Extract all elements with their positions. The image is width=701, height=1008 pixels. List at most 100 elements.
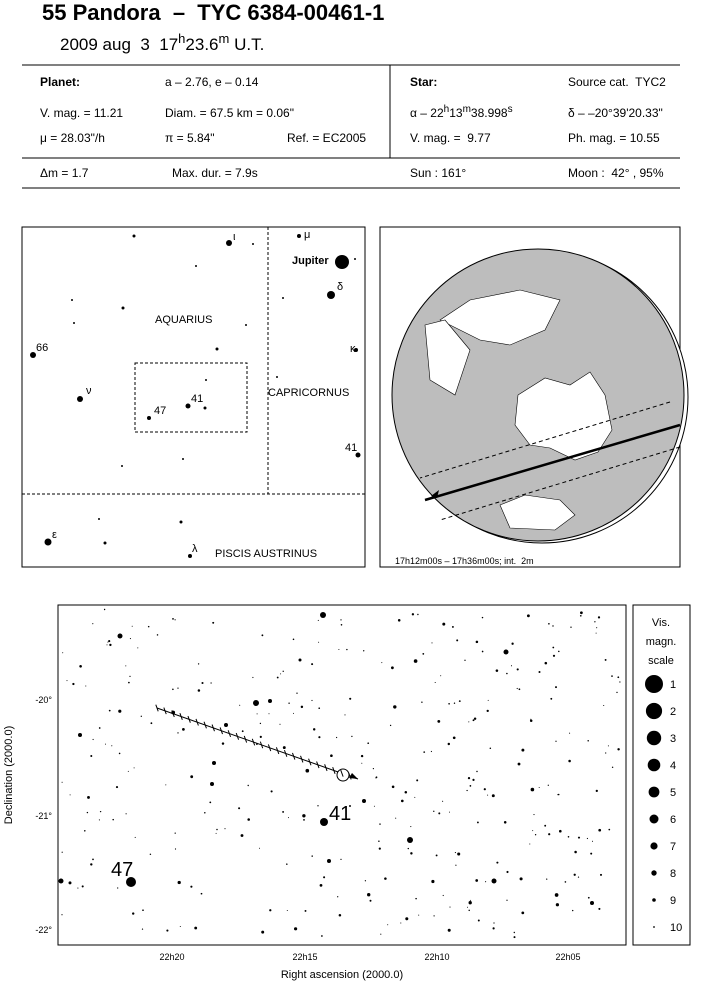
star xyxy=(466,906,469,908)
star xyxy=(468,909,470,912)
finder-chart: AQUARIUS CAPRICORNUS PISCIS AUSTRINUS Ju… xyxy=(21,226,366,568)
star xyxy=(221,742,225,745)
star xyxy=(72,682,75,686)
star xyxy=(79,665,82,668)
star xyxy=(587,896,590,899)
star xyxy=(557,794,559,796)
star xyxy=(177,687,179,689)
star xyxy=(384,877,387,880)
legend-label: 1 xyxy=(670,679,676,691)
star xyxy=(270,790,273,793)
star xyxy=(393,705,397,709)
star xyxy=(103,608,106,611)
legend: Vis. magn. scale 1 2 3 4 5 6 7 8 9 10 xyxy=(632,604,691,946)
star xyxy=(327,859,331,863)
track-tick xyxy=(300,755,304,763)
star xyxy=(92,858,94,861)
star xyxy=(212,761,216,765)
star xyxy=(317,619,319,621)
star-label: 41 xyxy=(345,442,357,454)
star xyxy=(62,652,64,654)
legend-label: 2 xyxy=(670,706,676,718)
star xyxy=(457,852,461,856)
star xyxy=(346,648,348,651)
constellation: PISCIS AUSTRINUS xyxy=(215,548,317,560)
globe-panel: 17h12m00s – 17h36m00s; int. 2m xyxy=(379,226,689,568)
star xyxy=(311,855,313,857)
star xyxy=(573,873,576,876)
star-label: ι xyxy=(233,231,236,243)
star xyxy=(548,622,550,625)
star xyxy=(599,873,603,876)
star xyxy=(604,658,607,661)
star xyxy=(469,899,471,901)
source: Source cat. TYC2 xyxy=(568,75,666,89)
star xyxy=(239,704,241,706)
star xyxy=(147,416,151,420)
star xyxy=(150,722,153,725)
star xyxy=(362,799,366,803)
star xyxy=(407,837,413,843)
star xyxy=(387,924,389,926)
star xyxy=(256,713,258,715)
star xyxy=(529,843,531,845)
star xyxy=(106,644,108,646)
star xyxy=(442,622,446,626)
legend-dot xyxy=(645,675,663,693)
star-label: μ xyxy=(304,229,310,241)
star xyxy=(506,870,509,874)
star xyxy=(240,834,244,837)
star xyxy=(513,931,515,934)
star xyxy=(491,878,497,884)
star xyxy=(126,877,136,887)
star xyxy=(344,714,346,716)
star xyxy=(554,893,559,897)
star xyxy=(298,658,302,662)
star xyxy=(518,688,521,691)
star xyxy=(572,909,574,912)
star xyxy=(475,640,479,644)
star xyxy=(513,936,516,939)
star xyxy=(476,821,479,824)
star xyxy=(397,619,401,622)
star xyxy=(174,832,176,834)
star xyxy=(340,619,342,621)
star xyxy=(179,925,181,928)
star xyxy=(132,912,135,915)
star xyxy=(464,659,466,661)
star xyxy=(327,291,335,299)
star xyxy=(296,692,298,694)
star xyxy=(338,648,340,651)
star xyxy=(400,799,404,803)
star xyxy=(111,745,113,747)
star xyxy=(224,828,226,830)
star-label: δ xyxy=(337,281,343,293)
star xyxy=(506,899,508,901)
star xyxy=(90,863,93,866)
legend-dot xyxy=(646,730,662,746)
legend-dot xyxy=(647,758,661,772)
title: 55 Pandora – TYC 6384-00461-1 xyxy=(42,0,384,25)
star xyxy=(109,643,112,647)
legend-label: 7 xyxy=(670,841,676,853)
track-tick xyxy=(292,752,296,760)
legend-dot xyxy=(653,926,655,928)
star xyxy=(354,348,358,352)
star-label: 47 xyxy=(154,405,166,417)
star xyxy=(597,616,601,619)
star xyxy=(435,854,438,857)
star xyxy=(185,403,191,409)
globe-caption: 17h12m00s – 17h36m00s; int. 2m xyxy=(395,556,534,566)
star xyxy=(177,732,179,734)
track-tick xyxy=(171,710,175,718)
star-label: 41 xyxy=(329,803,351,825)
star xyxy=(467,776,471,780)
star xyxy=(468,901,472,905)
star xyxy=(355,452,361,458)
star xyxy=(125,813,127,815)
star xyxy=(268,713,270,715)
legend-title: scale xyxy=(648,655,674,667)
star xyxy=(418,914,420,916)
star xyxy=(330,754,333,758)
star xyxy=(590,852,593,855)
